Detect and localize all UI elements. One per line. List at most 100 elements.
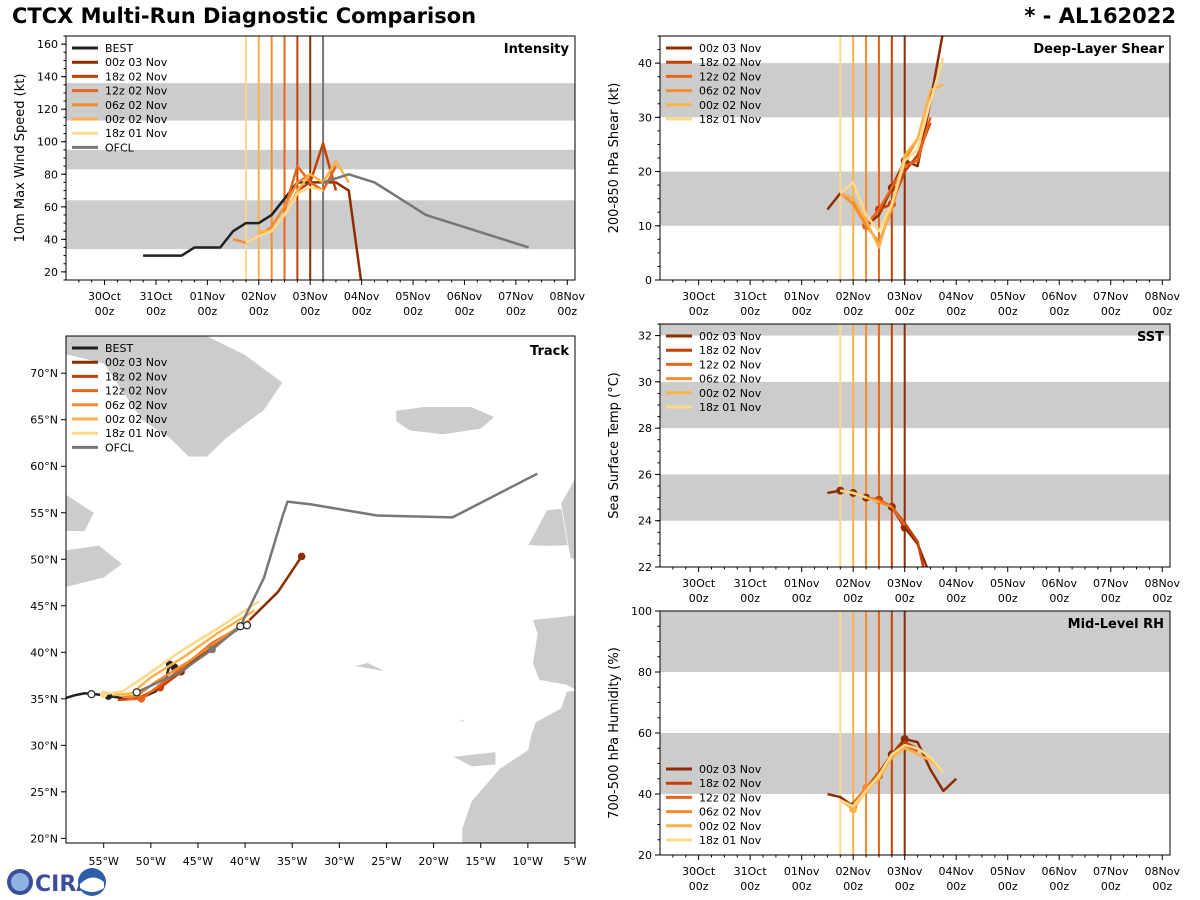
- shear-xtick-label: 00z: [843, 305, 863, 318]
- sst-xtick-label: 00z: [792, 592, 812, 605]
- intensity-legend-label: 06z 02 Nov: [105, 99, 168, 112]
- sst-xtick-label: 02Nov: [835, 577, 871, 590]
- track-xtick-label: 25°W: [371, 855, 401, 868]
- cira-logo: CIRA: [7, 868, 106, 897]
- rh-xtick-label: 00z: [946, 880, 966, 893]
- shear-xtick-label: 00z: [689, 305, 709, 318]
- shear-ytick-label: 20: [638, 166, 652, 179]
- shear-legend-label: 12z 02 Nov: [699, 70, 762, 83]
- rh-xtick-label: 31Oct: [734, 865, 768, 878]
- intensity-xtick-label: 02Nov: [241, 290, 277, 303]
- intensity-xtick-label: 00z: [455, 305, 475, 318]
- track-legend-label: 00z 03 Nov: [105, 356, 168, 369]
- shear-band-1: [660, 63, 1170, 118]
- intensity-band-1: [66, 149, 575, 170]
- intensity-panel: 20 40 60 80 100 120 140 160 30Oct 00z 31Oct 00z 01No…: [13, 35, 586, 318]
- track-ytick-label: 25°N: [30, 786, 58, 799]
- intensity-xtick-label: 00z: [300, 305, 320, 318]
- shear-inner: [660, 36, 1170, 280]
- shear-xtick-label: 31Oct: [734, 290, 768, 303]
- sst-xtick-label: 00z: [1152, 592, 1172, 605]
- rh-xtick-label: 00z: [843, 880, 863, 893]
- intensity-xtick-label: 00z: [557, 305, 577, 318]
- track-series-line: [103, 600, 260, 696]
- intensity-xtick-label: 01Nov: [190, 290, 226, 303]
- sst-band-0: [660, 474, 1170, 521]
- rh-ytick-label: 100: [631, 605, 652, 618]
- track-xtick-label: 35°W: [277, 855, 307, 868]
- intensity-xtick-label: 31Oct: [139, 290, 173, 303]
- rh-xtick-label: 03Nov: [887, 865, 923, 878]
- intensity-ytick-label: 60: [44, 201, 58, 214]
- track-title: Track: [530, 344, 569, 359]
- track-ytick-label: 30°N: [30, 739, 58, 752]
- canary-islands-landmass: [451, 751, 497, 768]
- shear-xtick-label: 00z: [1152, 305, 1172, 318]
- sst-xtick-label: 06Nov: [1042, 577, 1078, 590]
- shear-xtick-label: 06Nov: [1042, 290, 1078, 303]
- track-xtick-label: 40°W: [230, 855, 260, 868]
- intensity-series-line: [296, 142, 338, 192]
- track-panel: 20°N 25°N 30°N 35°N 40°N 45°N 50°N 55°N 60°N 65°N…: [30, 335, 587, 868]
- sst-ytick-label: 32: [638, 330, 652, 343]
- rh-xtick-label: 00z: [740, 880, 760, 893]
- track-xtick-label: 20°W: [418, 855, 448, 868]
- shear-xtick-label: 00z: [998, 305, 1018, 318]
- track-ytick-label: 55°N: [30, 507, 58, 520]
- sst-xtick-label: 30Oct: [682, 577, 716, 590]
- track-series-line: [113, 609, 256, 697]
- rh-xtick-label: 06Nov: [1042, 865, 1078, 878]
- rh-panel: 20 40 60 80 100 30Oct 00z 31Oct 00z 01Nov 00z 02Nov…: [607, 605, 1180, 893]
- sst-ytick-label: 24: [638, 515, 652, 528]
- intensity-legend-label: 00z 02 Nov: [105, 113, 168, 126]
- intensity-ytick-label: 40: [44, 233, 58, 246]
- rh-xtick-label: 04Nov: [938, 865, 974, 878]
- track-fix-marker: [99, 690, 108, 698]
- sst-frame: [659, 323, 1171, 568]
- rh-xtick-label: 00z: [895, 880, 915, 893]
- sst-xtick-label: 00z: [895, 592, 915, 605]
- shear-xtick-label: 00z: [946, 305, 966, 318]
- track-series-line: [136, 472, 538, 694]
- intensity-xtick-label: 00z: [249, 305, 269, 318]
- rh-xtick-label: 00z: [689, 880, 709, 893]
- sst-ytick-label: 22: [638, 561, 652, 574]
- sst-xtick-label: 00z: [843, 592, 863, 605]
- sst-xtick-label: 00z: [998, 592, 1018, 605]
- intensity-ylabel: 10m Max Wind Speed (kt): [13, 74, 28, 243]
- shear-ytick-label: 0: [645, 274, 652, 287]
- track-legend-label: BEST: [105, 342, 133, 355]
- track-fix-marker: [208, 645, 216, 654]
- track-ytick-label: 65°N: [30, 414, 58, 427]
- shear-legend-label: 18z 01 Nov: [699, 113, 762, 126]
- intensity-series-line: [310, 181, 363, 280]
- intensity-ytick-label: 140: [37, 71, 58, 84]
- rh-xtick-label: 00z: [1152, 880, 1172, 893]
- sst-legend-label: 00z 03 Nov: [699, 330, 762, 343]
- logo-globe-inner-icon: [11, 873, 29, 891]
- intensity-band-2: [66, 83, 575, 121]
- sst-ytick-label: 28: [638, 422, 652, 435]
- rh-band-1: [660, 611, 1170, 672]
- track-xtick-label: 15°W: [466, 855, 496, 868]
- intensity-xtick-label: 04Nov: [344, 290, 380, 303]
- intensity-xtick-label: 05Nov: [395, 290, 431, 303]
- rh-ytick-label: 40: [638, 788, 652, 801]
- sst-inner: [660, 324, 1170, 567]
- shear-xtick-label: 00z: [1101, 305, 1121, 318]
- rh-ytick-label: 20: [638, 849, 652, 862]
- sst-plot-area: [660, 324, 1170, 567]
- intensity-xtick-label: 00z: [197, 305, 217, 318]
- rh-xtick-label: 01Nov: [784, 865, 820, 878]
- intensity-xtick-label: 00z: [506, 305, 526, 318]
- intensity-ytick-label: 80: [44, 168, 58, 181]
- track-xtick-label: 50°W: [136, 855, 166, 868]
- rh-legend-label: 00z 02 Nov: [699, 820, 762, 833]
- track-legend-label: 18z 01 Nov: [105, 427, 168, 440]
- intensity-xtick-label: 00z: [95, 305, 115, 318]
- track-xtick-label: 5°W: [563, 855, 586, 868]
- rh-ytick-label: 60: [638, 727, 652, 740]
- shear-xtick-label: 04Nov: [938, 290, 974, 303]
- shear-legend-label: 06z 02 Nov: [699, 85, 762, 98]
